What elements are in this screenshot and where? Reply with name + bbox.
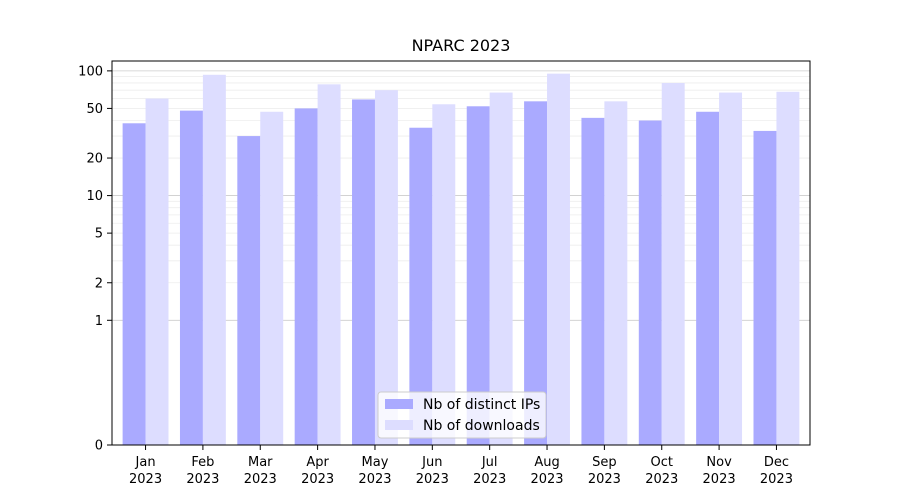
x-tick-label-month: Nov <box>706 455 732 470</box>
x-tick-label-month: Aug <box>534 455 559 470</box>
bar-distinct-ips <box>179 110 203 445</box>
bar-downloads <box>719 92 743 446</box>
x-tick-label-month: May <box>362 455 389 470</box>
bar-distinct-ips <box>122 123 146 446</box>
x-tick-label-year: 2023 <box>358 472 391 487</box>
x-tick-label-year: 2023 <box>473 472 506 487</box>
x-tick-label-month: Jan <box>135 455 156 470</box>
bar-downloads <box>260 111 284 445</box>
x-tick-label-month: Jun <box>421 455 442 470</box>
x-tick-label-year: 2023 <box>530 472 563 487</box>
x-tick-label-year: 2023 <box>129 472 162 487</box>
bar-downloads <box>374 90 398 445</box>
bar-distinct-ips <box>696 111 720 445</box>
legend-swatch-downloads <box>385 420 413 430</box>
y-tick-label: 100 <box>78 64 103 79</box>
x-tick-label-month: Sep <box>592 455 617 470</box>
chart-title: NPARC 2023 <box>412 36 511 55</box>
legend-swatch-distinct-ips <box>385 399 413 409</box>
y-tick-label: 1 <box>95 314 103 329</box>
legend-label-distinct-ips: Nb of distinct IPs <box>423 397 540 413</box>
bar-downloads <box>317 84 341 445</box>
bar-downloads <box>145 98 169 446</box>
bar-downloads <box>604 101 628 446</box>
bar-distinct-ips <box>237 136 261 446</box>
x-tick-label-year: 2023 <box>301 472 334 487</box>
y-tick-label: 2 <box>95 276 103 291</box>
legend-box <box>377 391 547 439</box>
bar-distinct-ips <box>466 106 490 446</box>
plot-area <box>111 60 811 446</box>
x-tick-label-month: Jul <box>481 455 498 470</box>
y-tick-label: 50 <box>86 102 103 117</box>
x-tick-label-year: 2023 <box>760 472 793 487</box>
bar-downloads <box>776 91 800 445</box>
legend: Nb of distinct IPs Nb of downloads <box>377 391 547 439</box>
x-tick-label-year: 2023 <box>703 472 736 487</box>
x-tick-label-year: 2023 <box>186 472 219 487</box>
bar-distinct-ips <box>294 108 318 446</box>
bar-downloads <box>202 74 226 445</box>
x-tick-label-month: Apr <box>306 455 329 470</box>
bar-distinct-ips <box>524 101 548 446</box>
x-tick-label-year: 2023 <box>645 472 678 487</box>
bar-downloads <box>432 104 456 445</box>
x-tick-label-month: Feb <box>191 455 214 470</box>
x-tick-label-year: 2023 <box>588 472 621 487</box>
bar-downloads <box>547 73 570 446</box>
bar-distinct-ips <box>753 130 777 445</box>
x-tick-label-month: Dec <box>764 455 789 470</box>
y-tick-label: 0 <box>95 439 103 454</box>
x-tick-label-year: 2023 <box>416 472 449 487</box>
bar-distinct-ips <box>581 117 605 445</box>
x-tick-label-month: Mar <box>248 455 273 470</box>
y-tick-label: 20 <box>86 152 103 167</box>
bar-distinct-ips <box>638 120 662 445</box>
bar-distinct-ips <box>352 99 375 446</box>
legend-label-downloads: Nb of downloads <box>423 418 540 434</box>
y-tick-label: 10 <box>86 189 103 204</box>
bar-downloads <box>489 92 513 446</box>
bar-distinct-ips <box>409 127 433 445</box>
bar-downloads <box>661 82 685 445</box>
x-tick-label-month: Oct <box>650 455 672 470</box>
y-tick-label: 5 <box>95 227 103 242</box>
x-tick-label-year: 2023 <box>244 472 277 487</box>
